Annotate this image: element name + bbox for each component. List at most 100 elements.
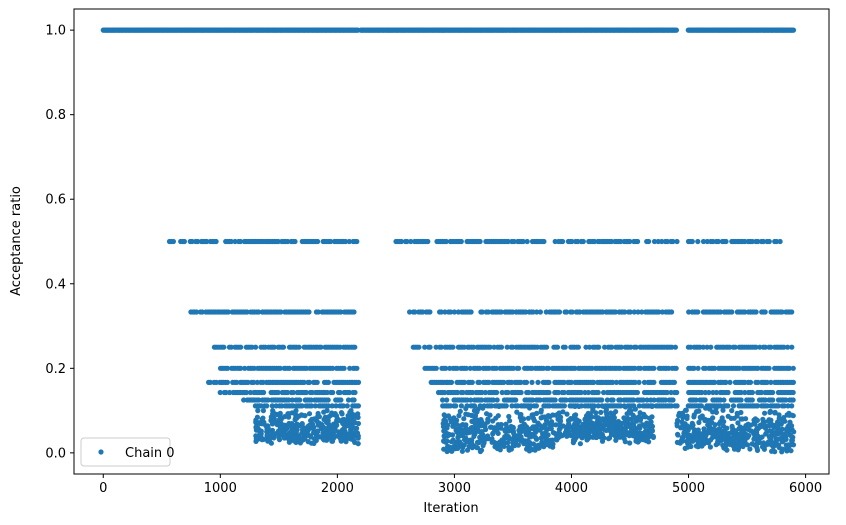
data-point bbox=[610, 397, 616, 403]
data-point bbox=[595, 403, 601, 409]
x-axis-ticks: 0 1000 2000 3000 4000 5000 6000 bbox=[99, 474, 822, 496]
data-point bbox=[474, 439, 481, 445]
data-point bbox=[509, 403, 515, 409]
data-point bbox=[272, 411, 279, 417]
data-point bbox=[438, 344, 444, 350]
data-point bbox=[546, 365, 552, 371]
data-point bbox=[506, 413, 512, 420]
data-point bbox=[341, 432, 347, 438]
data-point bbox=[722, 433, 728, 439]
data-point bbox=[685, 444, 691, 450]
data-point bbox=[721, 419, 727, 425]
data-point bbox=[577, 309, 583, 315]
data-point bbox=[687, 438, 693, 444]
data-point bbox=[213, 238, 219, 245]
data-point bbox=[324, 389, 330, 396]
data-point bbox=[482, 389, 488, 396]
data-point bbox=[786, 365, 793, 371]
data-point bbox=[753, 443, 760, 449]
data-point bbox=[285, 238, 291, 245]
data-point bbox=[734, 441, 740, 447]
data-point bbox=[228, 238, 234, 245]
data-point bbox=[584, 413, 590, 419]
data-point bbox=[588, 424, 595, 430]
data-point bbox=[636, 423, 643, 429]
data-point bbox=[282, 414, 288, 420]
data-point bbox=[352, 389, 358, 396]
data-point bbox=[523, 379, 530, 385]
data-point bbox=[330, 365, 336, 371]
data-point bbox=[635, 238, 641, 245]
data-point bbox=[598, 417, 605, 423]
data-point bbox=[761, 422, 767, 428]
data-point bbox=[474, 445, 481, 451]
data-point bbox=[329, 403, 335, 409]
data-point bbox=[582, 417, 588, 423]
y-axis-label: Acceptance ratio bbox=[9, 186, 24, 296]
data-point bbox=[595, 389, 601, 396]
data-point bbox=[725, 389, 731, 396]
data-point bbox=[534, 344, 540, 350]
data-point bbox=[708, 344, 714, 350]
data-point bbox=[433, 344, 439, 350]
data-point bbox=[404, 238, 410, 245]
data-point bbox=[739, 416, 746, 422]
data-point bbox=[675, 417, 681, 423]
data-point bbox=[674, 389, 680, 396]
data-point bbox=[680, 410, 686, 416]
data-point bbox=[505, 238, 511, 245]
data-point bbox=[762, 309, 768, 315]
data-point bbox=[351, 397, 357, 403]
data-point bbox=[339, 411, 345, 417]
data-point bbox=[518, 379, 524, 385]
data-point bbox=[472, 413, 479, 419]
data-point bbox=[485, 416, 491, 422]
data-point bbox=[325, 379, 331, 385]
data-point bbox=[425, 238, 431, 245]
data-point bbox=[546, 379, 552, 385]
data-point bbox=[456, 413, 462, 419]
data-point bbox=[481, 421, 487, 427]
data-point bbox=[602, 427, 608, 433]
data-point bbox=[427, 309, 433, 315]
data-point bbox=[237, 238, 244, 245]
data-point bbox=[261, 389, 267, 396]
data-point bbox=[469, 424, 475, 431]
data-point bbox=[479, 309, 485, 315]
data-point bbox=[454, 365, 460, 371]
data-point bbox=[740, 443, 746, 450]
data-point bbox=[627, 440, 633, 446]
data-point bbox=[510, 425, 516, 431]
data-point bbox=[264, 403, 270, 409]
data-point bbox=[776, 412, 782, 418]
data-point bbox=[448, 309, 454, 315]
data-point bbox=[260, 408, 266, 414]
data-point bbox=[324, 408, 330, 414]
data-point bbox=[342, 437, 348, 443]
data-point bbox=[342, 238, 349, 245]
data-point bbox=[617, 365, 623, 371]
data-point bbox=[679, 419, 685, 425]
data-point bbox=[438, 309, 444, 315]
data-point bbox=[789, 309, 795, 315]
data-point bbox=[320, 432, 326, 438]
data-point bbox=[556, 410, 562, 416]
data-point bbox=[787, 432, 793, 438]
data-point bbox=[775, 436, 781, 442]
data-point bbox=[695, 436, 701, 442]
data-point bbox=[471, 403, 478, 409]
data-point bbox=[485, 309, 491, 315]
data-point bbox=[576, 403, 582, 409]
x-axis-label: Iteration bbox=[423, 501, 478, 516]
data-point bbox=[493, 365, 499, 371]
data-point bbox=[637, 417, 644, 423]
data-point bbox=[747, 446, 753, 452]
data-point bbox=[602, 344, 608, 350]
data-point bbox=[630, 397, 637, 403]
data-point bbox=[529, 412, 535, 418]
data-point bbox=[276, 434, 282, 440]
data-point bbox=[649, 403, 655, 409]
data-point bbox=[777, 238, 783, 245]
data-point bbox=[245, 379, 251, 385]
data-point bbox=[353, 412, 359, 418]
